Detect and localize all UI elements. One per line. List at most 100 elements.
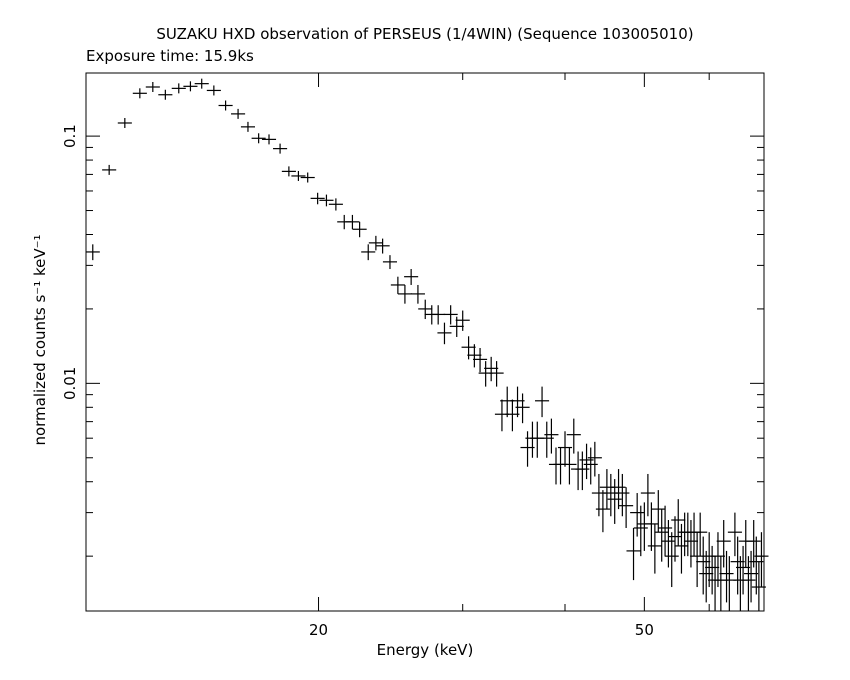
data-point	[702, 532, 717, 588]
data-point	[626, 527, 641, 581]
data-point	[730, 536, 745, 595]
plot-frame	[85, 72, 765, 612]
data-point	[397, 284, 412, 304]
data-points	[85, 78, 769, 611]
data-point	[671, 499, 686, 546]
data-point	[231, 108, 246, 119]
data-point	[489, 361, 504, 387]
data-point	[637, 502, 652, 551]
data-point	[654, 509, 669, 562]
data-point	[651, 490, 666, 533]
data-point	[640, 473, 655, 517]
data-point	[418, 299, 433, 320]
data-point	[674, 523, 689, 574]
data-point	[647, 523, 662, 574]
data-point	[705, 545, 720, 595]
data-point	[206, 85, 221, 96]
data-point	[562, 447, 577, 485]
data-point	[716, 520, 731, 568]
data-point	[644, 502, 659, 551]
data-point	[587, 441, 602, 477]
data-point	[443, 305, 458, 325]
data-point	[171, 83, 186, 94]
chart-subtitle: Exposure time: 15.9ks	[86, 47, 254, 65]
data-point	[619, 487, 634, 528]
data-point	[345, 214, 360, 230]
data-point	[455, 310, 470, 331]
chart-title: SUZAKU HXD observation of PERSEUS (1/4WI…	[156, 25, 693, 43]
data-point	[575, 451, 590, 491]
data-point	[375, 238, 390, 254]
data-point	[633, 505, 648, 557]
data-point	[677, 512, 692, 557]
data-point	[708, 556, 723, 611]
data-point	[680, 512, 695, 557]
data-point	[754, 532, 769, 588]
data-point	[473, 347, 488, 373]
data-point	[736, 545, 751, 595]
data-point	[361, 244, 376, 261]
data-point	[566, 418, 581, 454]
data-point	[722, 556, 737, 611]
data-point	[273, 143, 288, 154]
data-point	[484, 356, 499, 382]
data-point	[328, 198, 343, 211]
data-point	[611, 469, 626, 510]
data-point	[352, 221, 367, 238]
data-point	[85, 244, 100, 261]
data-point	[713, 556, 728, 611]
data-point	[251, 133, 266, 144]
data-point	[751, 561, 766, 611]
data-point	[544, 418, 559, 454]
data-point	[158, 89, 173, 100]
data-point	[102, 164, 117, 175]
data-point	[693, 512, 708, 557]
data-point	[746, 520, 761, 568]
data-point	[183, 81, 198, 92]
x-tick-label: 50	[635, 621, 654, 639]
data-point	[591, 473, 606, 517]
data-point	[727, 512, 742, 557]
data-point	[658, 505, 673, 557]
data-point	[661, 520, 676, 568]
data-point	[431, 305, 446, 325]
data-point	[710, 532, 726, 588]
data-point	[571, 451, 586, 491]
data-point	[599, 469, 614, 510]
data-point	[719, 550, 734, 603]
data-point	[437, 322, 452, 345]
data-point	[699, 550, 714, 603]
y-axis-label: normalized counts s⁻¹ keV⁻¹	[31, 234, 49, 445]
data-point	[687, 512, 702, 557]
data-point	[410, 284, 425, 304]
data-point	[603, 473, 618, 517]
data-point	[404, 269, 419, 285]
data-point	[145, 81, 160, 92]
data-point	[117, 117, 132, 128]
data-point	[132, 88, 147, 99]
data-point	[218, 100, 233, 111]
x-axis-label: Energy (keV)	[377, 641, 474, 659]
data-point	[535, 386, 550, 418]
data-point	[300, 172, 315, 183]
data-point	[368, 235, 383, 251]
data-point	[664, 532, 679, 588]
data-point	[630, 493, 645, 537]
y-tick-label: 0.01	[61, 367, 79, 400]
data-point	[615, 473, 630, 517]
data-point	[281, 166, 296, 177]
data-point	[696, 536, 711, 595]
data-point	[741, 556, 756, 611]
x-tick-label: 20	[309, 621, 328, 639]
data-point	[690, 532, 705, 588]
data-point	[667, 516, 683, 562]
y-tick-label: 0.1	[61, 124, 79, 148]
data-point	[683, 520, 698, 568]
data-point	[382, 255, 398, 270]
axis-ticks: 0.1 0.01 20 50	[61, 73, 765, 639]
data-point	[579, 443, 594, 480]
data-point	[261, 134, 277, 145]
data-point	[515, 393, 530, 424]
